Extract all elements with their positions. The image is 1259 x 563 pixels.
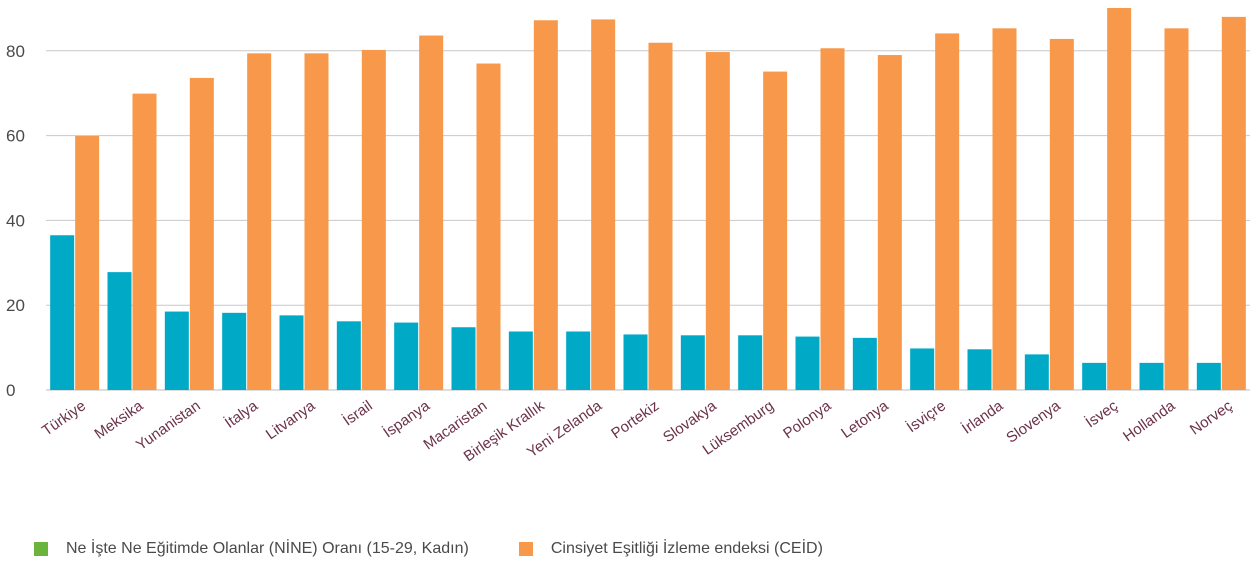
x-tick-label: Slovenya xyxy=(1003,397,1064,447)
bar-ceid xyxy=(705,52,730,391)
legend-item-nine: Ne İşte Ne Eğitimde Olanlar (NİNE) Oranı… xyxy=(34,540,469,558)
x-tick-label: İsrail xyxy=(339,397,375,430)
legend: Ne İşte Ne Eğitimde Olanlar (NİNE) Oranı… xyxy=(34,538,873,560)
bar-nine xyxy=(336,321,361,390)
bar-nine xyxy=(623,334,648,390)
bar-ceid xyxy=(1164,28,1189,390)
x-tick-label: Norveç xyxy=(1187,397,1236,438)
y-axis: 0 20 40 60 80 xyxy=(6,42,25,400)
bar-nine xyxy=(967,349,992,390)
x-tick-label: İtalya xyxy=(221,396,261,432)
legend-item-ceid: Cinsiyet Eşitliği İzleme endeksi (CEİD) xyxy=(518,540,823,558)
bar-nine xyxy=(1139,362,1164,390)
bar-ceid xyxy=(75,136,100,390)
bar-ceid xyxy=(1049,38,1074,390)
x-tick-label: Letonya xyxy=(838,397,892,442)
bar-ceid xyxy=(247,53,272,391)
bar-nine xyxy=(910,348,935,390)
bar-ceid xyxy=(591,19,616,390)
bar-nine xyxy=(795,336,820,390)
x-tick-label: İrlanda xyxy=(958,396,1006,437)
bar-nine xyxy=(279,315,304,390)
bar-ceid xyxy=(1221,16,1246,390)
legend-swatch-nine xyxy=(34,542,48,556)
x-tick-label: İsviçre xyxy=(903,397,949,437)
legend-label-nine: Ne İşte Ne Eğitimde Olanlar (NİNE) Oranı… xyxy=(66,540,469,557)
x-tick-label: İsveç xyxy=(1082,396,1121,431)
bar-nine xyxy=(394,322,419,390)
x-tick-label: Portekiz xyxy=(608,397,662,442)
y-tick-label: 20 xyxy=(6,296,25,315)
bar-nine xyxy=(738,335,763,390)
bar-ceid xyxy=(476,63,501,391)
bar-nine xyxy=(50,235,75,390)
bar-nine xyxy=(508,331,533,390)
y-tick-label: 60 xyxy=(6,127,25,146)
x-tick-label: Türkiye xyxy=(39,397,89,439)
x-tick-label: Hollanda xyxy=(1120,397,1179,445)
bar-nine xyxy=(1196,362,1221,390)
bar-nine xyxy=(1082,362,1107,390)
bar-ceid xyxy=(533,20,558,390)
bar-ceid xyxy=(877,55,902,390)
y-tick-label: 80 xyxy=(6,42,25,61)
bar-ceid xyxy=(1107,7,1132,390)
bar-ceid xyxy=(935,33,960,390)
legend-swatch-ceid xyxy=(518,542,533,556)
gridlines xyxy=(46,50,1250,391)
bar-nine xyxy=(222,312,247,390)
bar-nine xyxy=(852,337,877,390)
bar-ceid xyxy=(648,42,673,391)
legend-label-ceid: Cinsiyet Eşitliği İzleme endeksi (CEİD) xyxy=(550,540,823,557)
bar-ceid xyxy=(361,49,386,391)
bar-nine xyxy=(680,335,705,390)
bar-ceid xyxy=(992,28,1017,390)
bar-nine xyxy=(566,331,591,390)
bar-ceid xyxy=(189,77,214,390)
bar-ceid xyxy=(820,48,845,390)
bar-nine xyxy=(1024,354,1049,390)
bars xyxy=(50,7,1246,391)
x-tick-label: Polonya xyxy=(780,397,835,442)
bar-nine xyxy=(107,272,132,390)
y-tick-label: 0 xyxy=(6,381,15,400)
bar-ceid xyxy=(304,53,329,391)
bar-ceid xyxy=(132,93,157,391)
x-tick-label: Yunanistan xyxy=(133,397,204,454)
bar-ceid xyxy=(763,71,788,391)
bar-nine xyxy=(451,327,476,390)
y-tick-label: 40 xyxy=(6,211,25,230)
bar-ceid xyxy=(419,35,444,390)
bar-nine xyxy=(164,311,189,390)
x-tick-label: Litvanya xyxy=(263,397,319,443)
x-tick-label: İspanya xyxy=(380,396,434,441)
